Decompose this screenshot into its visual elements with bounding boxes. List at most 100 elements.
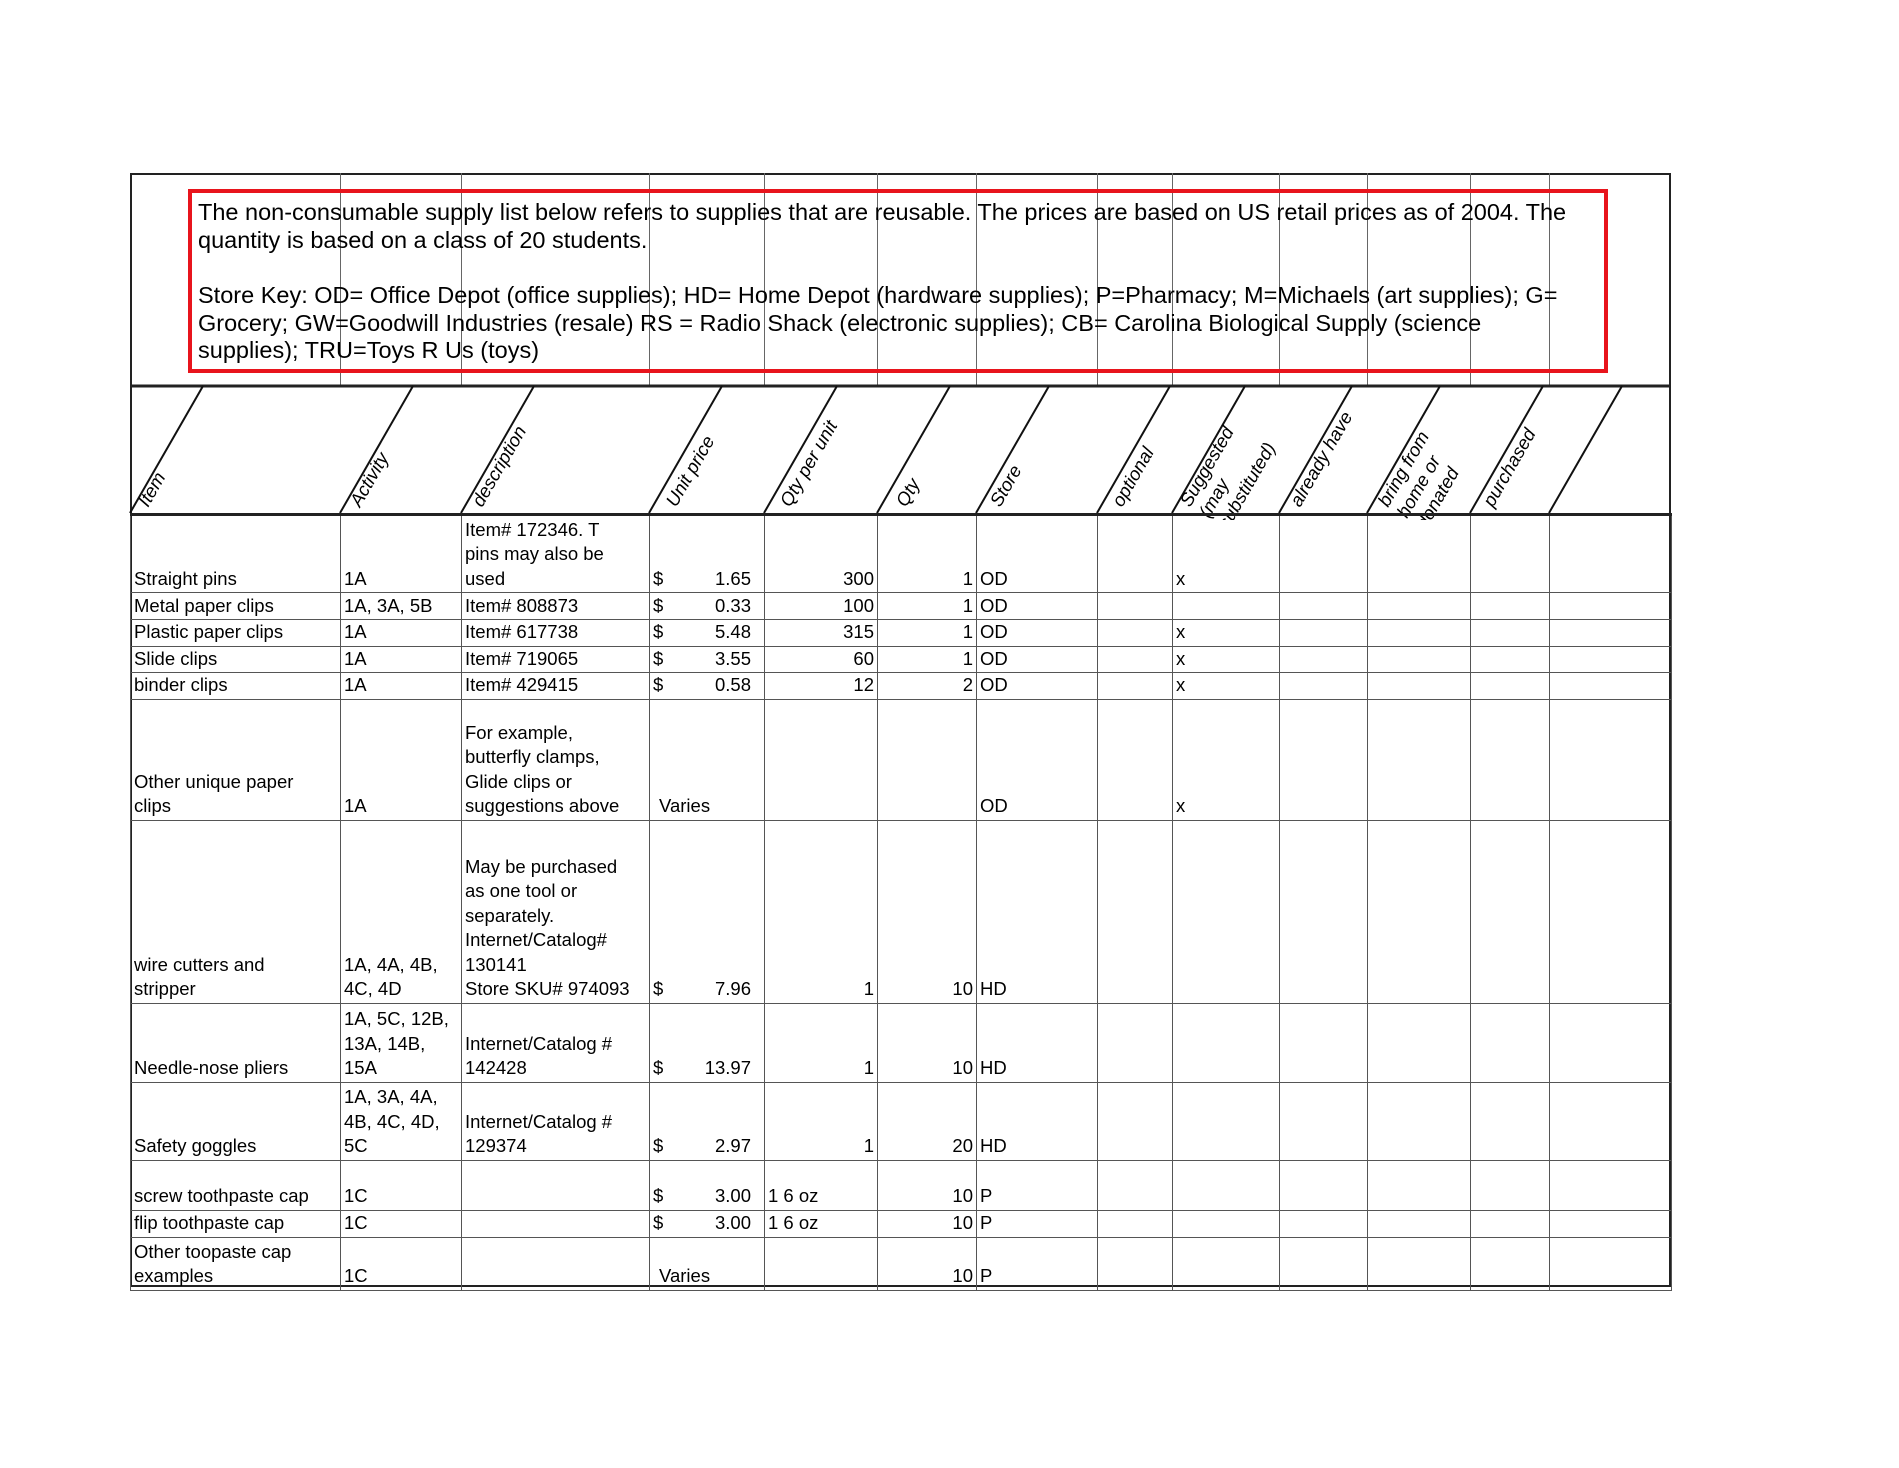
grid-line — [1097, 173, 1098, 386]
store-cell: OD — [976, 672, 1098, 700]
currency-symbol: $ — [653, 674, 664, 695]
grid-line — [340, 173, 341, 386]
optional-cell — [1097, 513, 1173, 593]
store-cell: OD — [976, 592, 1098, 620]
item-cell: screw toothpaste cap — [130, 1159, 341, 1211]
description-cell: Item# 617738 — [461, 619, 650, 647]
activity-cell: 1A, 3A, 5B — [340, 592, 462, 620]
header-diagonal — [1366, 385, 1441, 514]
table-row: Safety goggles 1A, 3A, 4A, 4B, 4C, 4D, 5C… — [130, 1081, 1672, 1161]
activity-cell: 1A — [340, 672, 462, 700]
qty-per-unit-cell — [764, 1236, 878, 1291]
description-cell: Internet/Catalog # 129374 — [461, 1081, 650, 1161]
header-diagonal — [1171, 385, 1246, 514]
purchased-cell — [1470, 698, 1550, 821]
activity-cell: 1A — [340, 645, 462, 673]
header-diagonal — [129, 385, 204, 514]
qty-per-unit-cell: 1 6 oz — [764, 1209, 878, 1238]
suggested-cell: x — [1172, 513, 1280, 593]
column-header-already-have: already have — [1285, 408, 1356, 510]
activity-cell: 1A — [340, 698, 462, 821]
activity-cell: 1A, 4A, 4B, 4C, 4D — [340, 819, 462, 1004]
suggested-cell — [1172, 1002, 1280, 1083]
column-header-line: Qty per unit — [775, 416, 841, 510]
already-have-cell — [1279, 1236, 1368, 1291]
price-value: 3.00 — [714, 1185, 751, 1206]
price-value: 13.97 — [704, 1057, 751, 1078]
price-value: 0.33 — [714, 594, 751, 616]
extra-cell — [1549, 513, 1672, 593]
extra-cell — [1549, 1002, 1672, 1083]
header-diagonal — [339, 385, 414, 514]
column-header-suggested: Suggested(maysubstituted) — [1175, 417, 1279, 520]
header-diagonal — [648, 385, 723, 514]
qty-per-unit-cell: 100 — [764, 592, 878, 620]
suggested-cell: x — [1172, 698, 1280, 821]
suggested-cell — [1172, 819, 1280, 1004]
store-cell: HD — [976, 1081, 1098, 1161]
table-row: Plastic paper clips 1A Item# 617738 $5.48 31… — [130, 619, 1672, 647]
column-header-line: purchased — [1478, 424, 1540, 511]
already-have-cell — [1279, 698, 1368, 821]
table-row: Other toopaste cap examples 1C Varies 10 P — [130, 1236, 1672, 1291]
unit-price-cell: $3.00 — [649, 1159, 765, 1211]
table-row: screw toothpaste cap 1C $3.00 1 6 oz 10 P — [130, 1159, 1672, 1211]
table-row: Other unique paper clips 1A For example, b… — [130, 698, 1672, 821]
table-row: flip toothpaste cap 1C $3.00 1 6 oz 10 P — [130, 1209, 1672, 1238]
unit-price-cell: $13.97 — [649, 1002, 765, 1083]
store-cell: HD — [976, 1002, 1098, 1083]
activity-cell: 1A — [340, 619, 462, 647]
description-cell: Item# 719065 — [461, 645, 650, 673]
purchased-cell — [1470, 672, 1550, 700]
grid-line — [461, 173, 462, 386]
already-have-cell — [1279, 1159, 1368, 1211]
supply-table: Straight pins 1A Item# 172346. T pins may … — [130, 513, 1672, 1291]
currency-symbol: $ — [653, 978, 664, 999]
extra-cell — [1549, 672, 1672, 700]
unit-price-cell: $0.58 — [649, 672, 765, 700]
bring-from-home-cell — [1367, 592, 1471, 620]
column-header-line: Activity — [345, 447, 394, 511]
purchased-cell — [1470, 513, 1550, 593]
extra-cell — [1549, 819, 1672, 1004]
store-key-line: Grocery; GW=Goodwill Industries (resale)… — [198, 309, 1482, 336]
suggested-cell: x — [1172, 645, 1280, 673]
unit-price-cell: $3.00 — [649, 1209, 765, 1238]
extra-cell — [1549, 1236, 1672, 1291]
bring-from-home-cell — [1367, 513, 1471, 593]
unit-price-cell: $0.33 — [649, 592, 765, 620]
price-value: Varies — [659, 1265, 711, 1286]
header-diagonal — [460, 385, 535, 514]
price-value: 1.65 — [714, 567, 751, 589]
currency-symbol: $ — [653, 567, 664, 589]
bring-from-home-cell — [1367, 698, 1471, 821]
optional-cell — [1097, 645, 1173, 673]
purchased-cell — [1470, 1236, 1550, 1291]
optional-cell — [1097, 619, 1173, 647]
optional-cell — [1097, 1209, 1173, 1238]
optional-cell — [1097, 1002, 1173, 1083]
grid-line — [877, 173, 878, 386]
activity-cell: 1A — [340, 513, 462, 593]
table-row: Slide clips 1A Item# 719065 $3.55 60 1 OD x — [130, 645, 1672, 673]
suggested-cell — [1172, 592, 1280, 620]
bring-from-home-cell — [1367, 619, 1471, 647]
purchased-cell — [1470, 1159, 1550, 1211]
price-value: 5.48 — [714, 621, 751, 642]
bring-from-home-cell — [1367, 645, 1471, 673]
already-have-cell — [1279, 513, 1368, 593]
column-header-band: Item Activity description Unit price Qty per… — [129, 384, 1671, 520]
purchased-cell — [1470, 619, 1550, 647]
description-cell — [461, 1236, 650, 1291]
already-have-cell — [1279, 672, 1368, 700]
price-value: 3.55 — [714, 647, 751, 669]
qty-cell: 2 — [877, 672, 977, 700]
header-diagonal — [1548, 385, 1623, 514]
column-header-line: description — [467, 422, 530, 510]
grid-line — [1367, 173, 1368, 386]
description-cell: Item# 808873 — [461, 592, 650, 620]
purchased-cell — [1470, 592, 1550, 620]
qty-cell: 10 — [877, 819, 977, 1004]
store-cell: OD — [976, 619, 1098, 647]
suggested-cell — [1172, 1081, 1280, 1161]
